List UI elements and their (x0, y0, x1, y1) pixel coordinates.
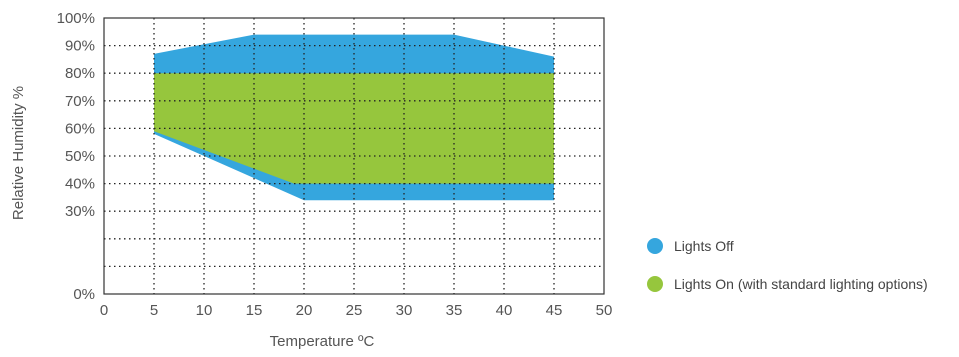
x-tick-label: 35 (446, 302, 463, 319)
x-tick-label: 10 (196, 302, 213, 319)
x-tick-label: 20 (296, 302, 313, 319)
legend-swatch (647, 238, 663, 254)
legend: Lights Off Lights On (with standard light… (647, 238, 928, 292)
tick-label-layer: 0 5 10 15 20 25 30 35 40 45 50 0% 30% 40% 50% 60% 70% 80%… (57, 10, 613, 319)
plot-frame (103, 17, 605, 295)
grid-layer (104, 18, 604, 294)
legend-label: Lights On (with standard lighting option… (674, 276, 928, 292)
y-tick-label: 60% (65, 120, 95, 137)
x-axis-title: Temperature ºC (270, 333, 375, 350)
plot-frame-layer (103, 17, 605, 295)
y-tick-label: 80% (65, 65, 95, 82)
y-tick-label: 70% (65, 93, 95, 110)
x-tick-label: 15 (246, 302, 263, 319)
legend-label: Lights Off (674, 238, 734, 254)
y-tick-label: 40% (65, 176, 95, 193)
x-tick-label: 0 (100, 302, 108, 319)
legend-swatch (647, 276, 663, 292)
y-tick-label: 100% (57, 10, 95, 27)
x-tick-label: 5 (150, 302, 158, 319)
x-tick-label: 50 (596, 302, 613, 319)
y-tick-label: 30% (65, 203, 95, 220)
x-tick-label: 25 (346, 302, 363, 319)
y-axis-title: Relative Humidity % (10, 86, 27, 220)
y-tick-label: 0% (73, 286, 95, 303)
x-tick-label: 30 (396, 302, 413, 319)
y-tick-label: 90% (65, 38, 95, 55)
x-tick-label: 45 (546, 302, 563, 319)
y-tick-label: 50% (65, 148, 95, 165)
x-tick-label: 40 (496, 302, 513, 319)
